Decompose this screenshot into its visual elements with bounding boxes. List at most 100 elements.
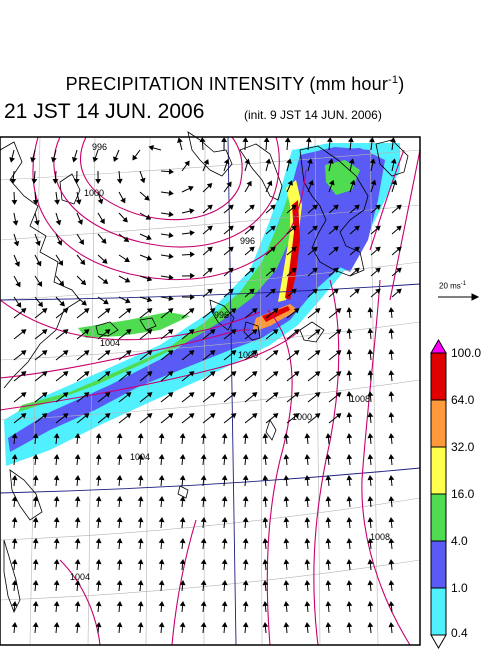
wind-vector-head: [367, 622, 374, 628]
wind-vector-head: [354, 246, 360, 252]
wind-vector-head: [325, 475, 332, 481]
wind-vector-head: [349, 179, 356, 186]
wind-vector-head: [346, 475, 353, 481]
wind-vector-head: [168, 211, 174, 218]
wind-vector-head: [146, 371, 153, 377]
colorbar-tick-label: 4.0: [451, 534, 468, 548]
wind-vector-head: [116, 580, 123, 586]
wind-vector-head: [146, 234, 152, 241]
wind-vector-head: [388, 496, 395, 502]
wind-vector-head: [251, 371, 258, 377]
wind-vector-head: [62, 392, 69, 398]
wind-vector-head: [242, 622, 249, 628]
wind-vector-head: [177, 137, 183, 143]
wind-vector-head: [95, 580, 102, 586]
wind-vector-head: [333, 267, 339, 273]
wind-vector-head: [125, 308, 132, 314]
wind-vector-head: [34, 220, 40, 226]
wind-vector-head: [266, 180, 273, 187]
title-exponent: -1: [388, 74, 399, 86]
wind-vector-head: [367, 433, 374, 439]
title-close: ): [398, 74, 405, 94]
coastlines: [0, 131, 409, 613]
wind-vector-head: [262, 622, 269, 628]
wind-vector-head: [137, 601, 144, 607]
wind-vector-head: [270, 267, 276, 273]
wind-vector-head: [74, 433, 81, 439]
wind-vector-head: [95, 475, 102, 481]
wind-vector-head: [146, 350, 153, 356]
wind-vector-head: [53, 517, 60, 523]
precipitation-map: 996 1000 996 996 1004 1000 1000 1008 100…: [0, 131, 480, 650]
wind-vector-head: [103, 299, 109, 305]
wind-vector-head: [53, 580, 60, 586]
wind-vector-head: [32, 454, 39, 460]
wind-vector-head: [77, 219, 83, 225]
wind-vector-head: [146, 392, 153, 398]
wind-vector-head: [123, 236, 130, 243]
wind-vector-head: [244, 158, 251, 165]
wind-vector-head: [396, 267, 402, 273]
wind-vector-head: [41, 350, 48, 356]
wind-vector-head: [20, 392, 27, 398]
colorbar-segment: [430, 446, 447, 495]
colorbar-underflow-triangle: [430, 634, 447, 650]
wind-vector-head: [75, 199, 82, 205]
wind-vector-head: [209, 413, 216, 419]
wind-vector-head: [144, 195, 150, 201]
wind-vector-head: [304, 475, 311, 481]
wind-vector-head: [95, 179, 102, 184]
wind-vector-head: [325, 622, 332, 628]
wind-vector-head: [209, 392, 216, 398]
wind-vector-head: [83, 413, 90, 419]
wind-vector-head: [346, 328, 353, 334]
wind-vector-head: [158, 559, 165, 565]
wind-vector-head: [139, 177, 146, 184]
wind-vector-head: [41, 308, 48, 314]
wind-vector-head: [200, 580, 207, 586]
isobar-label: 1004: [100, 338, 120, 348]
wind-vector-head: [200, 496, 207, 502]
wind-vector-head: [168, 274, 174, 281]
valid-time: 21 JST 14 JUN. 2006: [4, 100, 205, 123]
wind-vector-head: [116, 454, 123, 460]
wind-vector-head: [242, 433, 249, 439]
precip-band-green-west: [78, 312, 190, 338]
map-frame: [0, 136, 421, 646]
wind-vector-head: [287, 180, 293, 186]
wind-vector-head: [230, 392, 237, 398]
colorbar-segment: [430, 352, 447, 401]
wind-vector-head: [283, 517, 290, 523]
wind-vector-head: [388, 412, 395, 418]
wind-vector-head: [92, 156, 99, 163]
wind-vector-head: [11, 199, 18, 205]
wind-vector-head: [207, 246, 213, 252]
wind-vector-head: [53, 496, 60, 502]
wind-vector-head: [325, 496, 332, 502]
wind-vector-head: [200, 454, 207, 460]
wind-vector-head: [11, 601, 18, 607]
wind-vector-head: [116, 538, 123, 544]
wind-vector-head: [179, 496, 186, 502]
wind-vector-head: [314, 350, 321, 356]
wind-vector-head: [314, 308, 321, 314]
wind-vector-head: [375, 246, 381, 252]
wind-vector-head: [367, 601, 374, 607]
wind-vector-head: [125, 350, 132, 356]
wind-vector-head: [137, 496, 144, 502]
wind-vector-head: [346, 622, 353, 628]
wind-vector-head: [346, 580, 353, 586]
wind-vector-head: [346, 538, 353, 544]
precip-band-red-west: [262, 306, 290, 322]
wind-vector-head: [137, 517, 144, 523]
wind-vector-head: [104, 308, 111, 314]
wind-vector-head: [158, 517, 165, 523]
wind-vector-head: [242, 496, 249, 502]
wind-vector-head: [53, 454, 60, 460]
wind-vector-head: [11, 559, 18, 565]
wind-vector-head: [113, 156, 119, 162]
wind-vector-head: [262, 475, 269, 481]
wind-vector-head: [221, 622, 228, 628]
wind-vector-head: [251, 329, 258, 335]
vector-scale-label: 20 ms-1: [439, 281, 466, 291]
